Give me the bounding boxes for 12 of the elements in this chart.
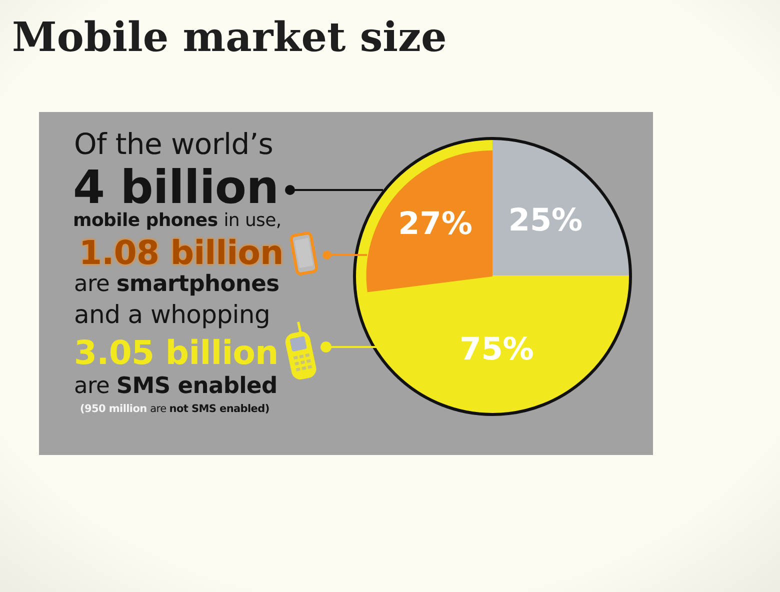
chart-title: Mobile market size (12, 13, 447, 61)
data-label: 75% (460, 332, 534, 368)
text: are smartphones (74, 271, 280, 297)
text: (950 million are not SMS enabled) (80, 403, 270, 415)
text: Of the world’s (74, 127, 274, 161)
text: are SMS enabled (74, 373, 278, 399)
text: 1.08 billion (79, 233, 284, 272)
text: and a whopping (74, 300, 270, 329)
text: 3.05 billion (74, 333, 278, 372)
data-label: 25% (508, 202, 583, 239)
text: mobile phones in use, (73, 210, 282, 231)
data-label: 27% (398, 206, 472, 242)
